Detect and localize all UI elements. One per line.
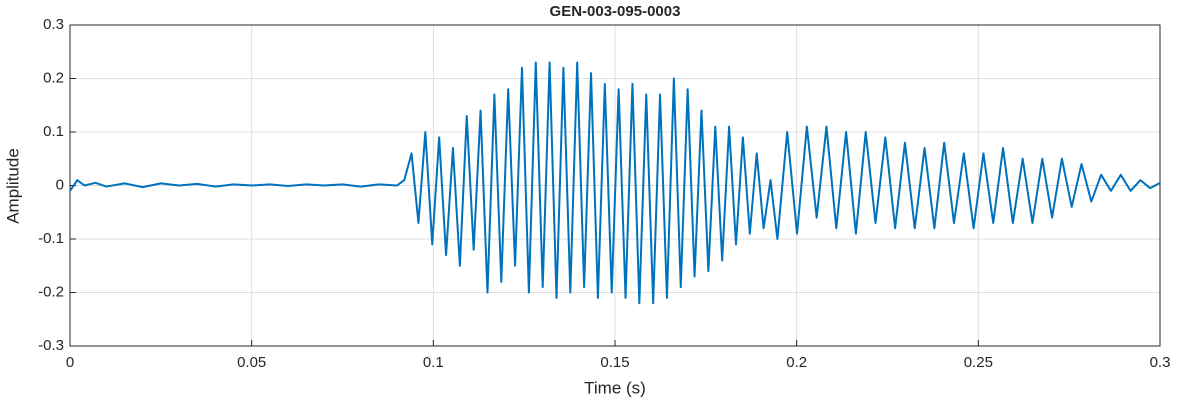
y-axis-label: Amplitude [3, 148, 22, 224]
y-tick-label: 0.3 [43, 16, 64, 33]
x-tick-label: 0.2 [786, 354, 807, 371]
chart-title: GEN-003-095-0003 [550, 3, 681, 20]
y-tick-label: 0 [56, 176, 64, 193]
y-tick-label: 0.1 [43, 123, 64, 140]
x-tick-label: 0.15 [600, 354, 629, 371]
x-tick-label: 0.3 [1150, 354, 1171, 371]
x-axis-label: Time (s) [584, 378, 646, 397]
y-tick-label: -0.3 [38, 337, 64, 354]
x-tick-label: 0.25 [964, 354, 993, 371]
x-tick-label: 0 [66, 354, 74, 371]
waveform-line [69, 61, 1161, 305]
y-tick-label: -0.1 [38, 230, 64, 247]
y-tick-label: -0.2 [38, 283, 64, 300]
y-tick-label: 0.2 [43, 69, 64, 86]
plot-frame [69, 24, 1161, 347]
x-tick-label: 0.1 [423, 354, 444, 371]
x-tick-label: 0.05 [237, 354, 266, 371]
